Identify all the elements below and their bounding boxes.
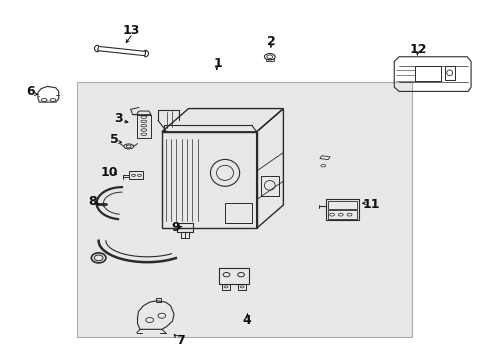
Bar (414, 66, 441, 81)
Bar (136, 114, 151, 138)
Bar (237, 284, 246, 290)
Bar (444, 66, 454, 80)
Text: 1: 1 (213, 57, 222, 71)
Bar (128, 171, 143, 179)
Text: 9: 9 (171, 221, 180, 234)
Text: 7: 7 (176, 334, 184, 347)
Text: 4: 4 (242, 314, 251, 327)
Bar (219, 267, 249, 284)
Bar (77, 82, 411, 337)
Bar (162, 132, 256, 228)
Text: 2: 2 (266, 35, 275, 48)
Bar (224, 203, 251, 223)
Text: 3: 3 (114, 112, 122, 125)
Bar (221, 284, 230, 290)
Bar (265, 59, 273, 61)
Bar (327, 210, 357, 219)
Text: 12: 12 (409, 43, 427, 56)
Text: 6: 6 (26, 85, 35, 98)
Bar (327, 201, 357, 208)
Text: 5: 5 (110, 134, 118, 147)
Bar (260, 176, 279, 196)
Bar (177, 223, 193, 232)
Text: 13: 13 (123, 24, 140, 37)
Text: 8: 8 (88, 195, 97, 208)
Bar (325, 199, 359, 220)
Text: 10: 10 (101, 166, 118, 179)
Text: 11: 11 (362, 198, 379, 211)
